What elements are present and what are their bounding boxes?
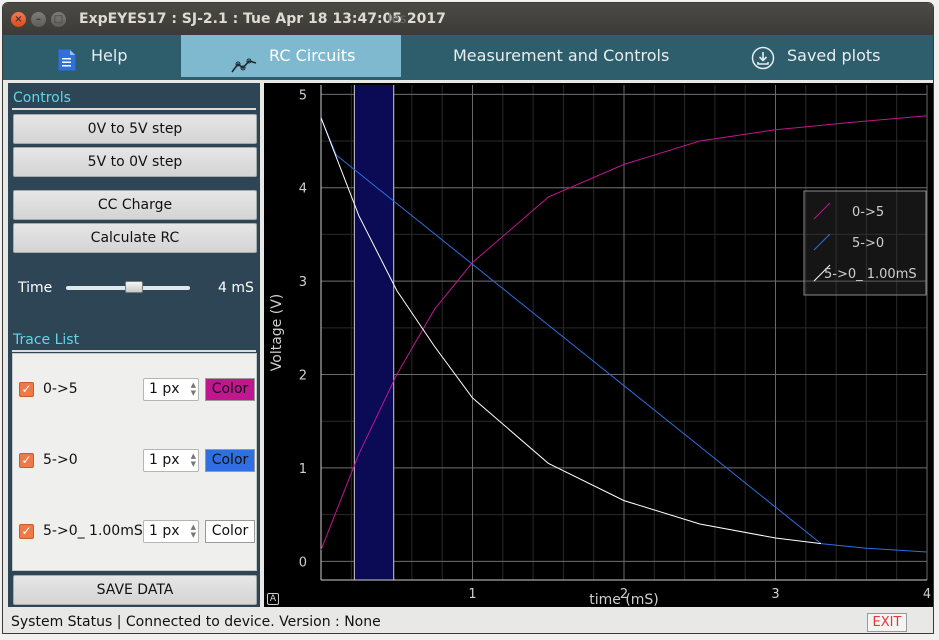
controls-divider [12, 108, 256, 110]
tab-bar: Help RC Circuits Measurement and Control… [3, 35, 933, 77]
tab-saved-plots[interactable]: Saved plots [701, 35, 933, 77]
close-window-button[interactable]: × [11, 12, 26, 27]
trace-row: ✓ 0->5 1 px ▲ ▼ Color [13, 375, 256, 405]
left-panel: Controls 0V to 5V step 5V to 0V step CC … [8, 83, 260, 607]
trace-list-title: Trace List [13, 332, 80, 348]
trace-name: 5->0_ 1.00mS [43, 523, 143, 539]
cc-charge-button[interactable]: CC Charge [13, 190, 257, 220]
window-title-ghost: les [388, 12, 407, 27]
calculate-rc-button[interactable]: Calculate RC [13, 223, 257, 253]
legend-swatch [813, 202, 831, 220]
trace-list-divider [12, 350, 256, 352]
y-axis-label: Voltage (V) [269, 294, 285, 371]
minimize-window-button[interactable]: – [31, 12, 46, 27]
tab-help-label: Help [91, 46, 128, 65]
legend-entry: 5->0_ 1.00mS [824, 267, 917, 282]
trace-color-button[interactable]: Color [205, 378, 255, 401]
legend-entry: 5->0 [852, 236, 884, 251]
document-icon [58, 45, 76, 87]
spin-arrows-icon[interactable]: ▲ ▼ [190, 523, 196, 539]
step-0v-to-5v-button[interactable]: 0V to 5V step [13, 114, 257, 144]
series-line [320, 117, 822, 545]
legend-swatch [813, 264, 831, 282]
trace-checkbox[interactable]: ✓ [19, 524, 34, 539]
plot-area[interactable]: 0 1 2 3 4 5 1 2 3 4 time (mS) Voltage (V) 0->5 5->0 5-… [264, 83, 933, 607]
trace-width-value: 1 px [149, 523, 180, 539]
tab-measurement-and-controls[interactable]: Measurement and Controls [401, 35, 701, 77]
legend-swatch [813, 233, 831, 251]
trace-name: 0->5 [43, 381, 78, 397]
tab-underline [3, 77, 933, 80]
series-line [320, 115, 928, 551]
trace-width-value: 1 px [149, 452, 180, 468]
x-tick-label: 1 [468, 587, 476, 602]
y-tick-label: 5 [299, 88, 307, 103]
selection-region [354, 85, 394, 580]
status-bar: System Status | Connected to device. Ver… [3, 609, 933, 633]
trace-name: 5->0 [43, 452, 78, 468]
exit-button[interactable]: EXIT [867, 613, 907, 632]
controls-title: Controls [13, 90, 71, 106]
trace-row: ✓ 5->0 1 px ▲ ▼ Color [13, 446, 256, 476]
tab-saved-plots-label: Saved plots [787, 46, 881, 65]
time-label: Time [18, 280, 53, 296]
y-tick-label: 1 [299, 462, 307, 477]
tab-rc-circuits[interactable]: RC Circuits [181, 35, 401, 77]
trace-checkbox[interactable]: ✓ [19, 453, 34, 468]
voltage-time-chart[interactable]: 0 1 2 3 4 5 1 2 3 4 time (mS) Voltage (V) 0->5 5->0 5-… [264, 83, 933, 607]
step-5v-to-0v-button[interactable]: 5V to 0V step [13, 147, 257, 177]
title-bar[interactable]: × – □ ExpEYES17 : SJ-2.1 : Tue Apr 18 13… [3, 3, 933, 35]
time-slider-handle[interactable] [125, 281, 143, 293]
spin-arrows-icon[interactable]: ▲ ▼ [190, 452, 196, 468]
y-tick-label: 0 [299, 555, 307, 570]
y-tick-label: 2 [299, 369, 307, 384]
maximize-window-button[interactable]: □ [51, 12, 66, 27]
trace-color-button[interactable]: Color [205, 520, 255, 543]
x-tick-label: 3 [771, 587, 779, 602]
save-data-button[interactable]: SAVE DATA [13, 575, 257, 605]
y-tick-label: 4 [299, 182, 307, 197]
tab-measurement-label: Measurement and Controls [453, 46, 670, 65]
trace-list: ✓ 0->5 1 px ▲ ▼ Color ✓ 5->0 1 px ▲ ▼ Color … [12, 353, 257, 571]
trace-width-spinbox[interactable]: 1 px ▲ ▼ [143, 378, 199, 401]
x-axis-label: time (mS) [589, 592, 659, 607]
trace-width-value: 1 px [149, 381, 180, 397]
x-tick-label: 4 [923, 587, 931, 602]
auto-range-icon[interactable]: A [267, 593, 279, 605]
chart-line-icon [231, 48, 257, 90]
y-tick-label: 3 [299, 275, 307, 290]
x-tick-label: 2 [620, 587, 628, 602]
tab-help[interactable]: Help [3, 35, 181, 77]
window-title: ExpEYES17 : SJ-2.1 : Tue Apr 18 13:47:05… [79, 11, 446, 27]
trace-width-spinbox[interactable]: 1 px ▲ ▼ [143, 520, 199, 543]
trace-color-button[interactable]: Color [205, 449, 255, 472]
legend-entry: 0->5 [852, 205, 884, 220]
status-text: System Status | Connected to device. Ver… [11, 614, 381, 630]
tab-rc-circuits-label: RC Circuits [269, 46, 356, 65]
spin-arrows-icon[interactable]: ▲ ▼ [190, 381, 196, 397]
trace-width-spinbox[interactable]: 1 px ▲ ▼ [143, 449, 199, 472]
time-value: 4 mS [218, 280, 254, 296]
download-icon [751, 44, 775, 86]
trace-checkbox[interactable]: ✓ [19, 382, 34, 397]
trace-row: ✓ 5->0_ 1.00mS 1 px ▲ ▼ Color [13, 517, 256, 547]
